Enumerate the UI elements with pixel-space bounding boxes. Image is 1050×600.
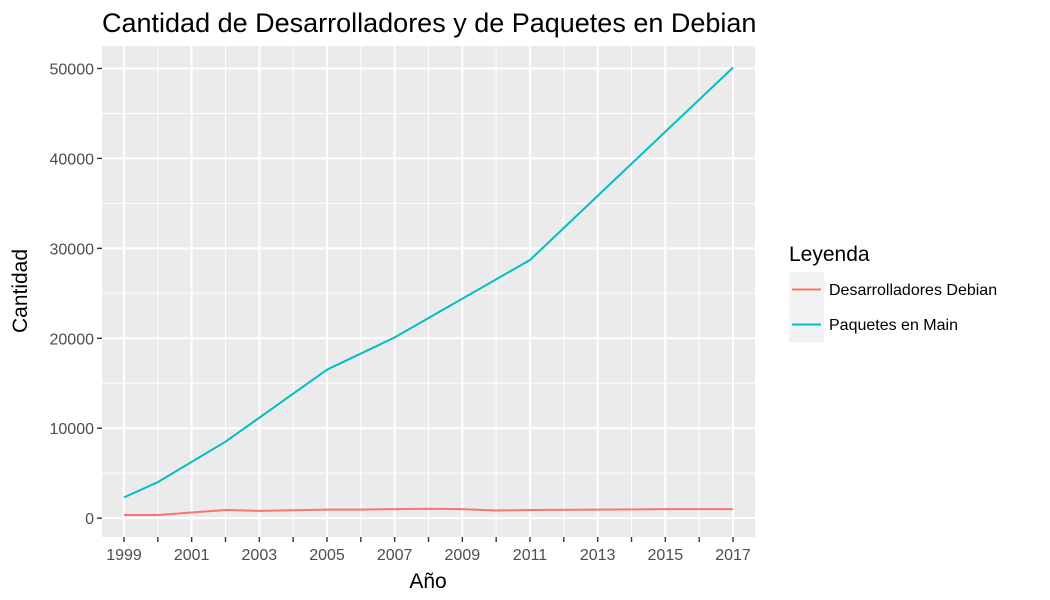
y-axis: 0 10000 20000 30000 40000 50000 bbox=[50, 61, 102, 528]
legend-label-paquetes: Paquetes en Main bbox=[829, 317, 958, 334]
legend-label-desarrolladores: Desarrolladores Debian bbox=[829, 282, 997, 299]
series-lines bbox=[123, 66, 734, 516]
y-tick-label: 50000 bbox=[50, 61, 95, 78]
x-tick-label: 2007 bbox=[377, 547, 413, 564]
x-tick-label: 2017 bbox=[715, 547, 751, 564]
x-tick-label: 2001 bbox=[174, 547, 210, 564]
series-line-1 bbox=[123, 66, 734, 499]
y-tick-label: 10000 bbox=[50, 421, 95, 438]
x-tick-label: 2013 bbox=[580, 547, 616, 564]
y-tick-label: 40000 bbox=[50, 151, 95, 168]
y-axis-title: Cantidad bbox=[9, 249, 32, 333]
legend-title: Leyenda bbox=[789, 243, 870, 266]
series-line-0 bbox=[124, 507, 733, 516]
x-tick-label: 2003 bbox=[242, 547, 278, 564]
x-tick-label: 2011 bbox=[513, 547, 548, 564]
x-axis: 1999 2001 2003 2005 2007 2009 2011 2013 2015 2017 bbox=[106, 537, 751, 564]
x-tick-label: 2005 bbox=[309, 547, 345, 564]
chart-title: Cantidad de Desarrolladores y de Paquete… bbox=[102, 8, 756, 38]
y-tick-label: 20000 bbox=[50, 331, 95, 348]
x-tick-label: 1999 bbox=[106, 547, 142, 564]
x-tick-label: 2015 bbox=[648, 547, 684, 564]
x-axis-title: Año bbox=[409, 570, 446, 593]
y-tick-label: 0 bbox=[85, 511, 94, 528]
x-tick-label: 2009 bbox=[445, 547, 481, 564]
grid-minor bbox=[102, 46, 755, 537]
legend: Leyenda Desarrolladores Debian Paquetes … bbox=[789, 243, 997, 342]
y-tick-label: 30000 bbox=[50, 241, 95, 258]
grid-major bbox=[102, 46, 755, 537]
